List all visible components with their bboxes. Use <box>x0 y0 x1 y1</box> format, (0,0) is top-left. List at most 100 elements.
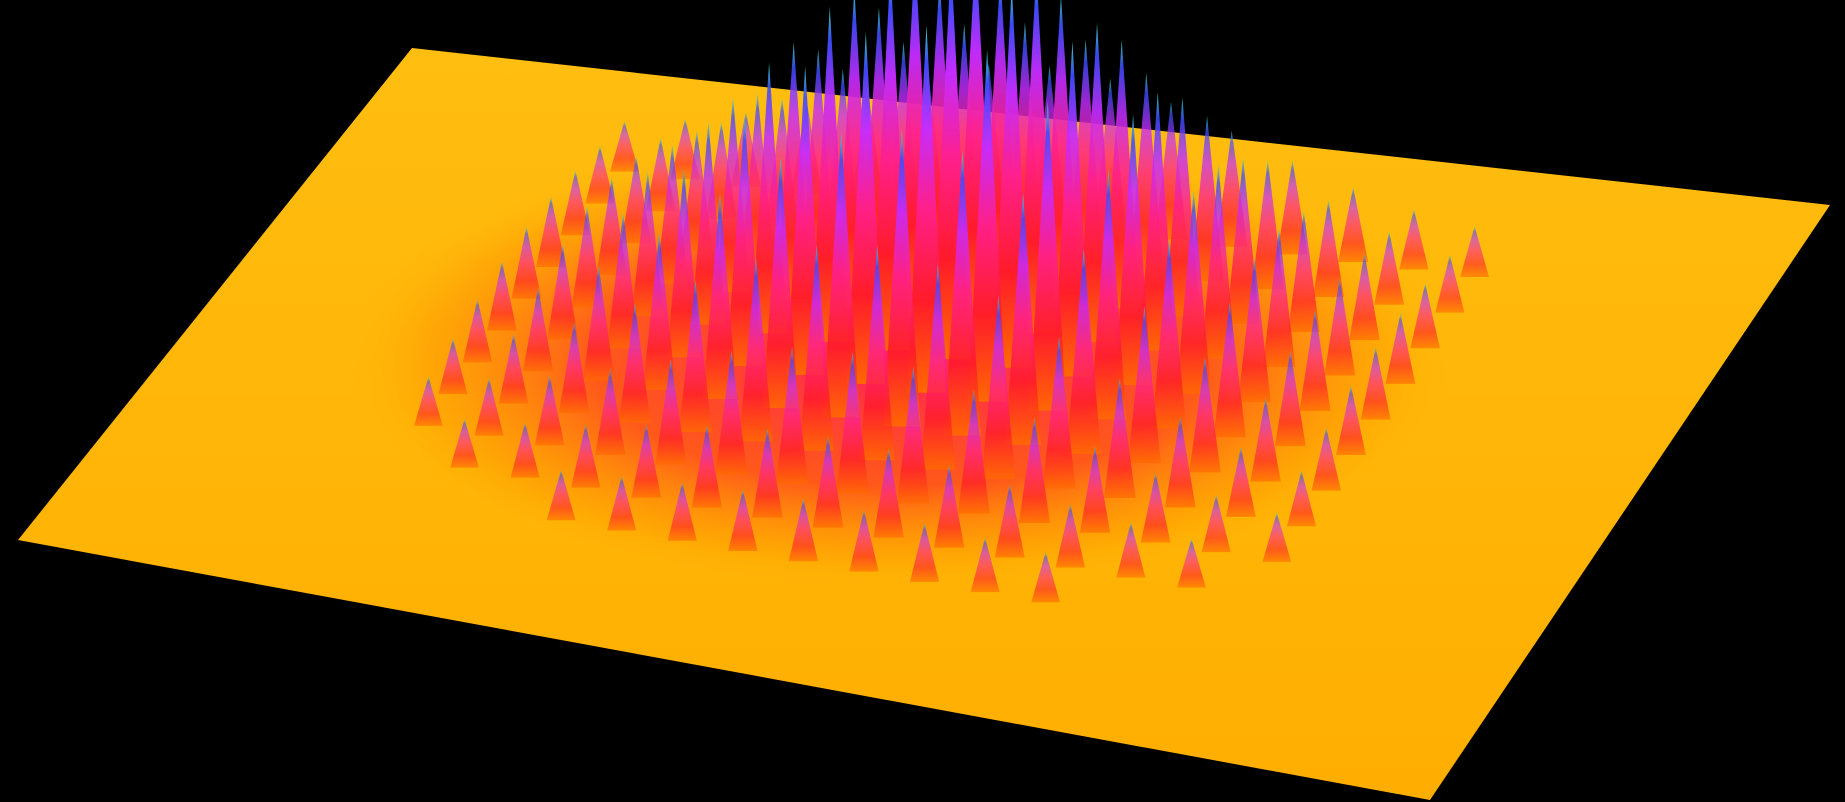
lattice-spike <box>909 523 940 582</box>
lattice-spike <box>1066 248 1102 455</box>
lattice-spike <box>1435 255 1465 313</box>
lattice-spike <box>610 121 639 172</box>
lattice-spike <box>1031 552 1061 603</box>
lattice-spike <box>957 389 990 514</box>
lattice-spike <box>474 378 504 436</box>
lattice-spike <box>752 428 783 518</box>
lattice-spike <box>728 489 758 552</box>
lattice-spike <box>1360 347 1391 420</box>
lattice-spike <box>1090 169 1127 420</box>
lattice-spike <box>934 465 965 548</box>
lattice-spike <box>414 376 443 426</box>
lattice-spike <box>1299 309 1331 411</box>
lattice-spike <box>788 498 819 562</box>
lattice-spike <box>1018 417 1051 524</box>
lattice-spike <box>859 245 895 461</box>
lattice-spike <box>1177 538 1206 588</box>
lattice-spike <box>994 484 1025 558</box>
lattice-spike <box>560 170 591 236</box>
lattice-spike <box>944 150 981 436</box>
lattice-spike <box>678 279 712 432</box>
lattice-spike <box>799 244 834 451</box>
lattice-spike <box>739 258 773 442</box>
lattice-spike <box>1005 193 1042 445</box>
lattice-spike <box>1410 283 1440 349</box>
lattice-spike <box>1164 416 1196 508</box>
lattice-spike <box>1374 231 1405 305</box>
lattice-spike <box>1338 187 1369 262</box>
lattice-spike <box>981 295 1016 480</box>
lattice-spike <box>1127 306 1161 464</box>
lattice-spike <box>618 303 651 423</box>
lattice-spike <box>522 287 554 372</box>
lattice-spike <box>607 476 637 531</box>
lattice-spike <box>1042 336 1076 489</box>
lattice-spike <box>822 132 860 418</box>
lattice-spike <box>1460 226 1490 277</box>
lattice-spike <box>1201 164 1236 359</box>
lattice-spike <box>594 368 626 456</box>
lattice-spike <box>762 156 799 409</box>
lattice-spike <box>536 196 566 268</box>
lattice-spike <box>702 193 738 400</box>
lattice-spike <box>558 322 590 414</box>
lattice-spike <box>546 470 576 521</box>
lattice-spike <box>1385 313 1416 384</box>
lattice-spike <box>812 436 844 528</box>
lattice-spike <box>1287 470 1317 527</box>
lattice-spike <box>1114 114 1152 385</box>
lattice-spike <box>775 347 809 485</box>
lattice-spike <box>547 243 579 340</box>
lattice-spike <box>883 129 921 427</box>
lattice-spike <box>1176 190 1211 394</box>
lattice-spike <box>691 425 723 508</box>
lattice-spike <box>571 206 603 308</box>
lattice-spike <box>897 366 930 504</box>
lattice-spike <box>1055 504 1086 568</box>
lattice-spike <box>1140 472 1171 543</box>
lattice-spike <box>873 448 904 538</box>
lattice-spike <box>607 212 640 349</box>
lattice-spike <box>1028 101 1067 411</box>
lattice-spike <box>1399 209 1429 270</box>
lattice-spike <box>1189 357 1221 473</box>
lattice-spike <box>655 359 687 465</box>
lattice-spike <box>1250 397 1281 482</box>
lattice-spike <box>585 145 615 204</box>
lattice-spike <box>462 299 493 363</box>
lattice-spike <box>1277 160 1308 255</box>
lattice-spike <box>1213 301 1246 438</box>
lattice-spike <box>642 232 676 390</box>
lattice-spike <box>1152 239 1187 429</box>
lattice-spike <box>1324 277 1356 376</box>
lattice-spike <box>450 418 479 468</box>
lattice-spike <box>631 424 662 498</box>
lattice-spike <box>487 261 517 331</box>
lattice-spike <box>1226 157 1260 325</box>
lattice-spike <box>570 424 601 488</box>
lattice-spike <box>534 375 565 446</box>
lattice-spikes <box>414 0 1490 603</box>
lattice-spike <box>438 338 468 395</box>
lattice-spike <box>667 482 697 541</box>
lattice-spike <box>1349 253 1380 341</box>
lattice-spike <box>510 422 540 478</box>
lattice-spike <box>715 350 748 475</box>
lattice-spike <box>1238 257 1271 403</box>
lattice-spike <box>849 510 879 572</box>
lattice-spike <box>1201 494 1231 553</box>
lattice-spike <box>1287 211 1320 333</box>
lattice-spike <box>1116 522 1146 578</box>
lattice-spike <box>1079 446 1111 533</box>
lattice-spike <box>511 226 542 299</box>
lattice-spike <box>1311 427 1341 491</box>
lattice-spike <box>920 263 956 470</box>
lattice-spike <box>970 537 1000 593</box>
lattice-spike <box>1313 199 1344 298</box>
lattice-spike <box>1336 385 1366 456</box>
lattice-spike <box>1262 512 1292 562</box>
lattice-spike <box>1262 227 1296 368</box>
lattice-spike <box>967 49 1007 402</box>
lattice-spike <box>836 351 869 494</box>
